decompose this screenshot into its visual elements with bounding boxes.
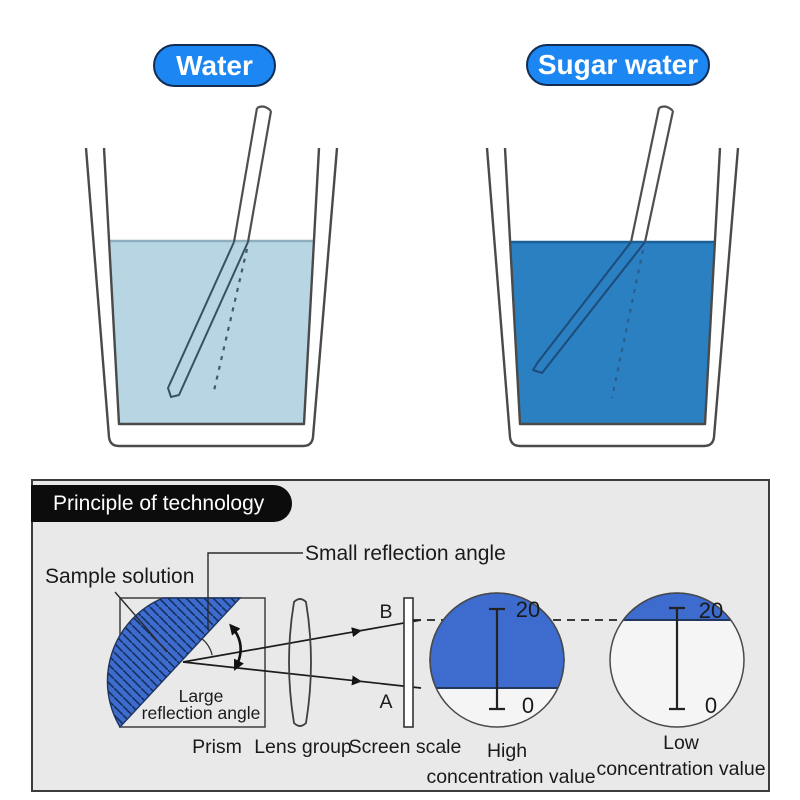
lens-group-shape	[288, 598, 312, 727]
low-caption-line1: Low	[663, 732, 700, 754]
sugar-submerged-rod	[532, 241, 646, 374]
water-submerged-rod	[167, 241, 249, 398]
water-rod-above-surface	[232, 105, 273, 243]
sugar-water-label-badge: Sugar water	[526, 44, 710, 86]
prism-label: Prism	[192, 736, 242, 758]
water-beaker-outer-wall	[84, 147, 339, 448]
principle-panel: Principle of technology	[31, 479, 770, 792]
beakers-illustration	[84, 105, 740, 448]
sample-solution-pointer-line	[114, 591, 168, 653]
water-label-badge: Water	[153, 44, 276, 87]
low-gauge-max-value: 20	[699, 598, 723, 623]
small-reflection-angle-label: Small reflection angle	[305, 542, 506, 565]
panel-title-ribbon: Principle of technology	[31, 485, 293, 522]
low-caption-line2: concentration value	[596, 758, 765, 780]
sugar-water-beaker	[485, 105, 740, 448]
high-gauge-outline	[429, 592, 565, 728]
high-gauge-min-value: 0	[522, 693, 534, 718]
water-beaker	[84, 105, 339, 448]
sample-solution-hatching	[107, 598, 240, 727]
high-caption-line1: High	[487, 740, 527, 762]
low-concentration-gauge	[609, 592, 745, 728]
refractometer-principle-diagram: Sample solution Small reflection angle L…	[45, 542, 766, 788]
sugar-water-liquid	[511, 242, 714, 424]
point-a-label: A	[379, 691, 392, 713]
large-reflection-angle-label-line2: reflection angle	[142, 703, 261, 723]
low-gauge-outline	[609, 592, 745, 728]
upper-ray	[182, 627, 362, 663]
high-gauge-scale-bar	[489, 607, 505, 711]
lens-group-label: Lens group	[254, 736, 352, 758]
low-gauge-min-value: 0	[705, 693, 717, 718]
large-angle-double-arrow	[229, 623, 244, 671]
panel-title: Principle of technology	[53, 491, 265, 515]
sample-solution-label: Sample solution	[45, 565, 194, 588]
sugar-rod-above-surface	[629, 105, 675, 243]
low-gauge-scale-bar	[669, 606, 685, 711]
screen-scale-label: Screen scale	[349, 736, 462, 758]
screen-scale-bar	[403, 597, 414, 728]
small-angle-pointer-line	[207, 552, 303, 630]
high-concentration-gauge	[429, 592, 565, 728]
water-beaker-inner-wall	[102, 147, 321, 426]
sugar-beaker-outer-wall	[485, 147, 740, 448]
sugar-beaker-inner-wall	[503, 147, 722, 426]
water-liquid	[110, 241, 313, 424]
small-angle-arc	[201, 637, 213, 656]
high-caption-line2: concentration value	[426, 766, 595, 788]
lower-ray	[182, 661, 362, 686]
large-reflection-angle-label-line1: Large	[179, 686, 224, 706]
high-gauge-max-value: 20	[516, 597, 540, 622]
point-b-label: B	[379, 601, 392, 623]
